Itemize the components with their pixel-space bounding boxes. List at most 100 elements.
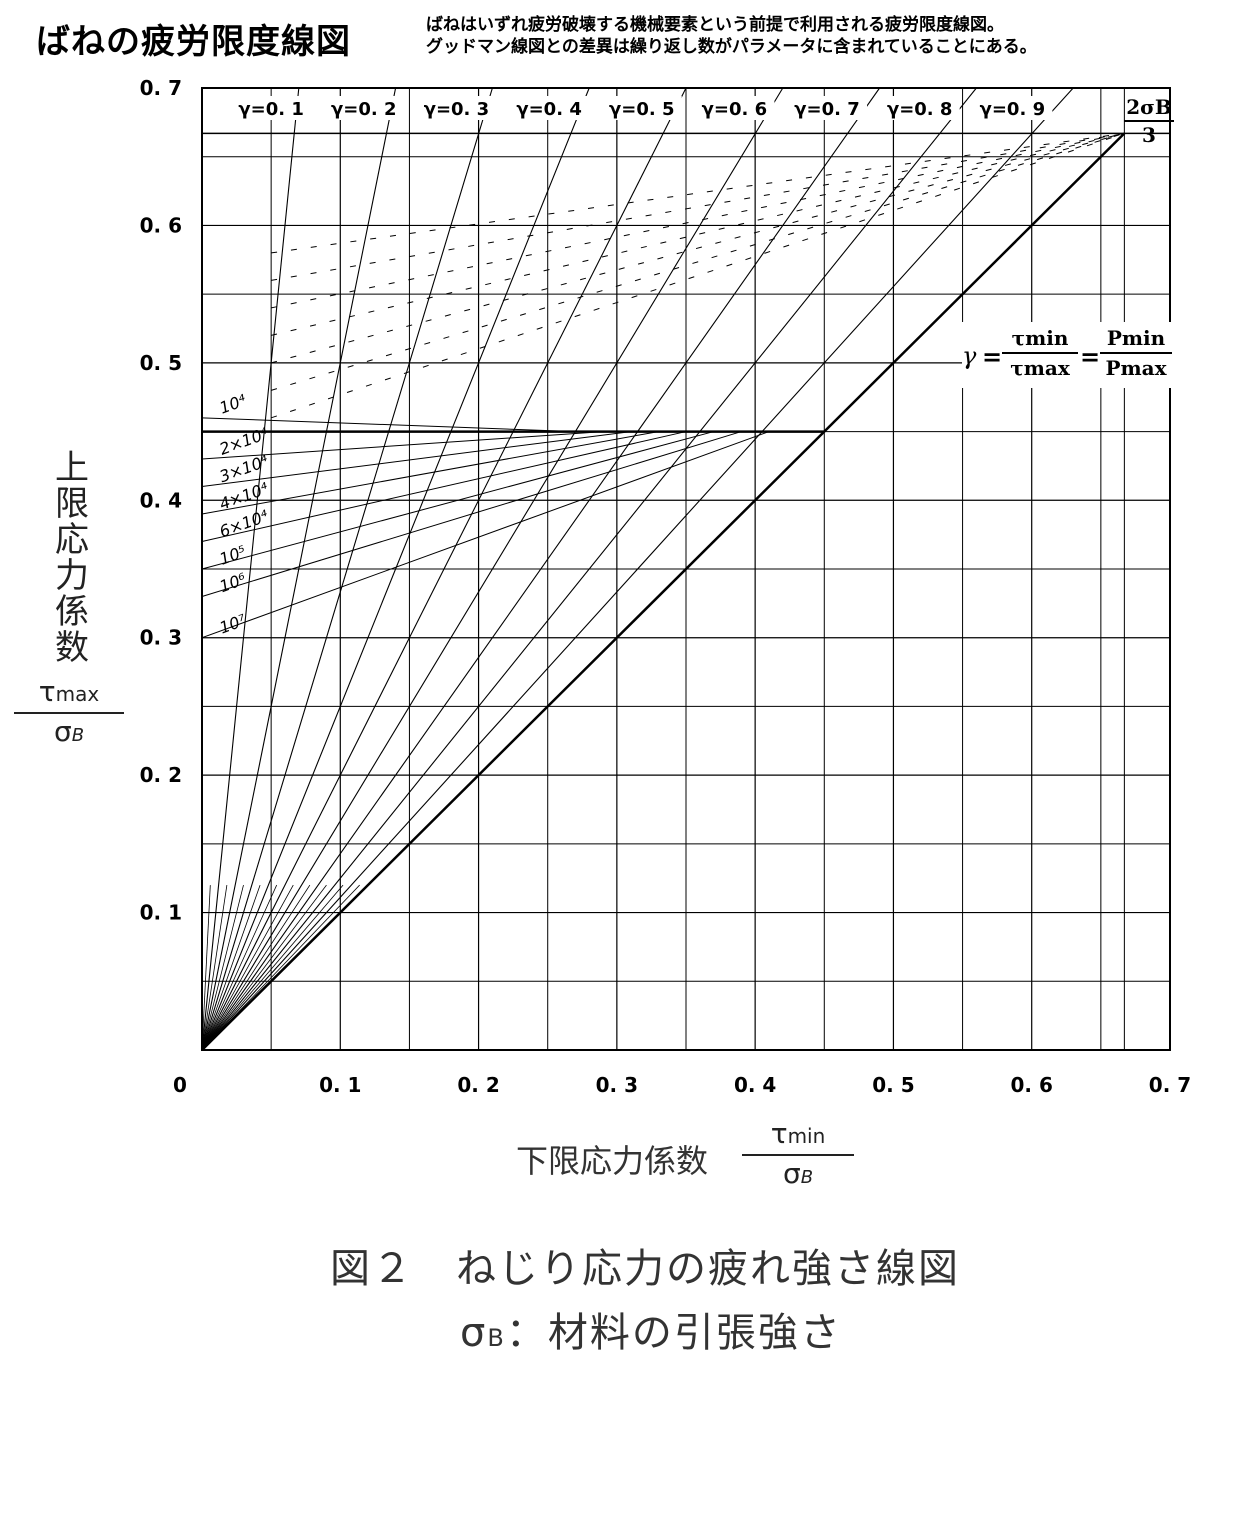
life-line	[201, 431, 770, 639]
life-line	[201, 431, 604, 460]
y-tick-label: 0. 4	[140, 488, 182, 512]
gamma-label: γ=0. 9	[980, 99, 1046, 120]
x-axis-label: 下限応力係数	[516, 1142, 709, 1180]
x-tick-label: 0. 3	[596, 1073, 638, 1097]
gamma-label-bg	[787, 96, 868, 120]
gamma-label: γ=0. 4	[516, 99, 582, 120]
fan-line	[201, 884, 244, 1051]
chart-title: ばねの疲労限度線図	[36, 22, 351, 62]
formula-den-p: Pmax	[1105, 356, 1167, 380]
y-tick-label: 0. 1	[140, 901, 182, 925]
y-label-char: 上	[55, 448, 89, 488]
y-frac-numerator: τmax	[38, 675, 100, 708]
gamma-line	[201, 87, 687, 1051]
fan-line	[201, 885, 228, 1051]
fan-line	[201, 884, 278, 1051]
gamma-line	[201, 87, 590, 1051]
fan-line	[201, 884, 261, 1051]
y-label-char: 応	[55, 520, 89, 560]
dashed-life-line	[271, 132, 1125, 364]
diagonal-line	[201, 132, 1126, 1051]
gamma-label-bg	[601, 96, 682, 120]
gamma-label: γ=0. 7	[794, 99, 860, 120]
lines-layer	[201, 87, 1170, 1051]
gamma-line	[201, 87, 784, 1051]
figure-caption: 図２ ねじり応力の疲れ強さ線図	[330, 1246, 960, 1292]
y-label-char: 力	[55, 556, 89, 596]
gamma-line	[201, 87, 881, 1051]
x-tick-label: 0. 1	[319, 1073, 361, 1097]
description-line-1: ばねはいずれ疲労破壊する機械要素という前提で利用される疲労限度線図。	[426, 15, 1004, 35]
y-label-char: 数	[55, 628, 89, 668]
dashed-life-line	[271, 132, 1125, 309]
x-tick-label: 0. 2	[457, 1073, 499, 1097]
figure-caption-sub: σB：材料の引張強さ	[460, 1310, 842, 1356]
gamma-label: γ=0. 1	[238, 99, 304, 120]
formula-fraction-tau: τmin τmax	[1002, 326, 1078, 380]
upper-limit-num: 2σB	[1126, 95, 1172, 119]
gamma-label-bg	[972, 96, 1053, 120]
labels-layer: 0 0. 1 0. 2 0. 3 0. 4 0. 5 0. 6 0. 7 0. 1 0. 2 0. …	[140, 76, 1192, 1097]
gamma-label: γ=0. 8	[887, 99, 953, 120]
x-tick-label: 0. 4	[734, 1073, 776, 1097]
upper-limit-den: 3	[1142, 123, 1156, 147]
y-label-char: 限	[55, 484, 89, 524]
grid-layer	[201, 87, 1171, 1051]
formula-num-p: Pmin	[1106, 326, 1166, 350]
chart-description: ばねはいずれ疲労破壊する機械要素という前提で利用される疲労限度線図。 グッドマン…	[426, 14, 1037, 58]
gamma-line	[201, 87, 300, 1051]
description-line-2: グッドマン線図との差異は繰り返し数がパラメータに含まれていることにある。	[426, 37, 1037, 57]
gamma-label-bg	[231, 96, 312, 120]
gamma-label: γ=0. 6	[702, 99, 768, 120]
upper-limit-label: 2σB 3	[1124, 96, 1174, 146]
gamma-label-bg	[416, 96, 497, 120]
gamma-label: γ=0. 2	[331, 99, 397, 120]
dashed-life-line	[270, 132, 1125, 391]
x-tick-label: 0. 6	[1011, 1073, 1053, 1097]
y-tick-label: 0. 3	[140, 626, 182, 650]
y-label-char: 係	[55, 592, 89, 632]
y-tick-label: 0. 5	[140, 351, 182, 375]
y-tick-label: 0. 2	[140, 763, 182, 787]
gamma-label-bg	[879, 96, 960, 120]
fan-line	[201, 884, 294, 1051]
gamma-line	[201, 87, 493, 1051]
formula-equals: =	[982, 342, 1003, 371]
x-frac-numerator: τmin	[770, 1117, 826, 1150]
gamma-label: γ=0. 3	[424, 99, 490, 120]
formula-num-tau: τmin	[1011, 326, 1069, 350]
life-line	[201, 431, 659, 515]
gamma-label-bg	[694, 96, 775, 120]
gamma-label-bg	[323, 96, 404, 120]
life-label: 10⁵	[217, 542, 249, 569]
y-frac-bar	[14, 712, 124, 714]
x-tick-label: 0. 7	[1149, 1073, 1191, 1097]
dashed-life-line	[271, 132, 1125, 281]
x-frac-denominator: σB	[782, 1157, 814, 1190]
life-line	[201, 431, 687, 543]
x-frac-bar	[742, 1154, 854, 1156]
life-label: 10⁶	[217, 569, 249, 596]
life-line	[201, 431, 742, 597]
formula-den-tau: τmax	[1010, 356, 1070, 380]
fatigue-limit-chart: 0 0. 1 0. 2 0. 3 0. 4 0. 5 0. 6 0. 7 0. 1 0. 2 0. …	[140, 76, 1192, 1097]
life-line	[201, 431, 714, 570]
y-tick-label: 0. 6	[140, 213, 182, 237]
y-axis-fraction: τmax σB	[14, 676, 124, 752]
fan-line	[201, 884, 344, 1051]
gamma-label: γ=0. 5	[609, 99, 675, 120]
life-line	[201, 431, 631, 488]
gamma-line	[201, 87, 397, 1051]
x-axis-fraction: τmin σB	[742, 1118, 854, 1194]
formula-gamma: γ	[962, 342, 977, 370]
formula-fraction-p: Pmin Pmax	[1100, 326, 1172, 380]
y-axis-label: 上 限 応 力 係 数	[52, 450, 92, 666]
x-tick-label: 0	[173, 1073, 187, 1097]
gamma-line	[201, 87, 1074, 1051]
fan-line	[201, 884, 311, 1051]
dashed-life-line	[271, 132, 1125, 336]
gamma-label-bg	[509, 96, 590, 120]
dashed-life-line	[271, 132, 1125, 254]
life-label: 10⁴	[217, 390, 249, 417]
gamma-formula: γ = τmin τmax = Pmin Pmax	[962, 322, 1202, 388]
